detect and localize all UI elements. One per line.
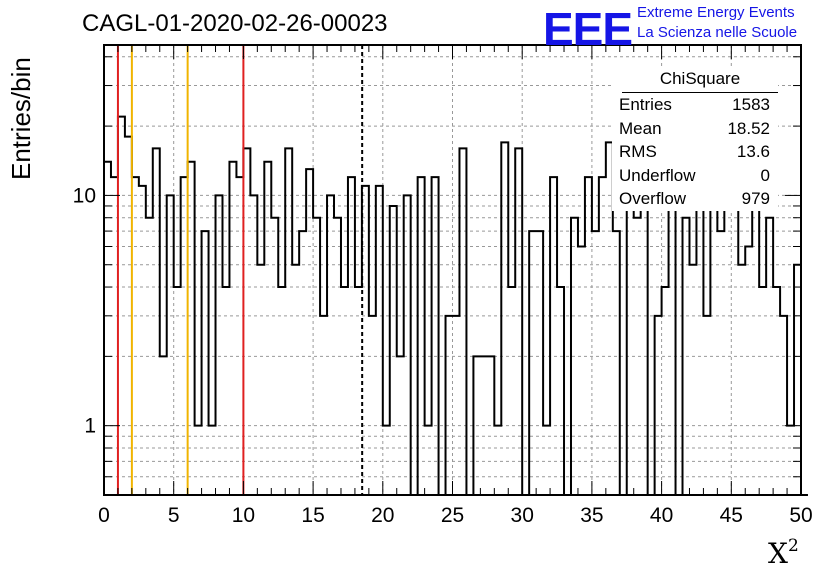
y-axis-label: Entries/bin xyxy=(6,57,36,180)
stats-row-underflow: Underflow 0 xyxy=(612,164,778,188)
stats-label: Entries xyxy=(619,95,672,114)
x-tick-label: 40 xyxy=(650,504,673,527)
x-tick-label: 15 xyxy=(301,504,324,527)
stats-row-rms: RMS 13.6 xyxy=(612,140,778,164)
stats-label: Underflow xyxy=(619,165,696,185)
stats-box: ChiSquare Entries 1583 Mean 18.52 RMS 13… xyxy=(612,68,778,211)
stats-title: ChiSquare xyxy=(622,68,778,93)
logo-line-2: La Scienza nelle Scuole xyxy=(637,24,798,41)
x-tick-label: 5 xyxy=(168,504,180,527)
eee-logo: EEE xyxy=(543,3,633,55)
x-tick-label: 0 xyxy=(98,504,110,527)
stats-value: 0 xyxy=(760,165,770,185)
x-tick-label: 10 xyxy=(232,504,255,527)
stats-row-overflow: Overflow 979 xyxy=(612,187,778,211)
x-tick-label: 30 xyxy=(511,504,534,527)
stats-label: RMS xyxy=(619,142,657,161)
chart-title: CAGL-01-2020-02-26-00023 xyxy=(82,10,388,37)
x-tick-label: 45 xyxy=(720,504,743,527)
y-tick-label: 10 xyxy=(73,184,96,207)
stats-value: 979 xyxy=(741,189,770,208)
stats-row-entries: Entries 1583 xyxy=(612,93,778,117)
x-tick-label: 20 xyxy=(371,504,394,527)
histogram-series xyxy=(104,115,808,496)
x-tick-label: 25 xyxy=(441,504,464,527)
stats-row-mean: Mean 18.52 xyxy=(612,117,778,141)
stats-value: 13.6 xyxy=(736,142,770,161)
y-tick-label: 1 xyxy=(84,415,96,438)
logo-line-1: Extreme Energy Events xyxy=(637,4,795,21)
stats-value: 1583 xyxy=(732,95,770,114)
stats-value: 18.52 xyxy=(727,118,770,138)
x-tick-label: 50 xyxy=(789,504,812,527)
stats-label: Overflow xyxy=(619,189,687,208)
stats-label: Mean xyxy=(619,118,662,138)
x-axis-label: X2 xyxy=(768,536,799,570)
x-tick-label: 35 xyxy=(580,504,603,527)
